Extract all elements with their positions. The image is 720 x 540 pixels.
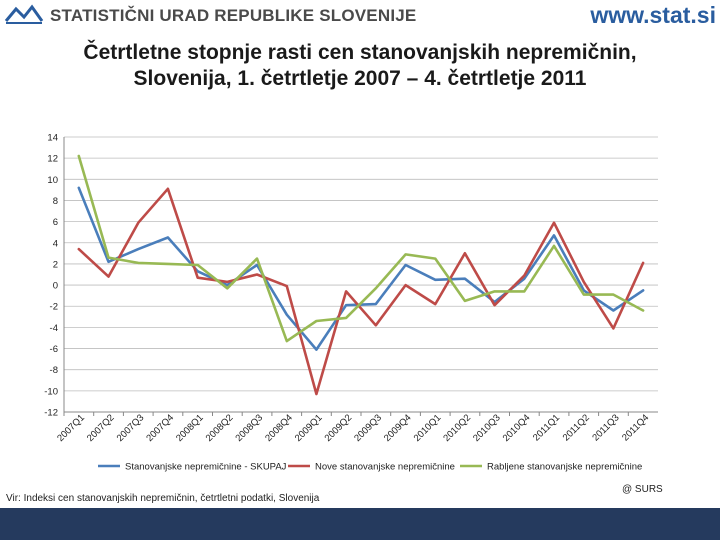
source-note: Vir: Indeksi cen stanovanjskih nepremičn… [6,493,320,504]
y-tick-label: 14 [47,133,58,144]
x-tick-label: 2007Q2 [85,412,117,444]
x-tick-label: 2010Q2 [441,412,473,444]
title-line-1: Četrtletne stopnje rasti cen stanovanjsk… [83,41,637,64]
legend-label-3: Rabljene stanovanjske nepremičnine [487,462,642,473]
x-tick-label: 2007Q1 [55,412,87,444]
y-tick-label: -10 [44,386,58,397]
x-tick-label: 2010Q3 [471,412,503,444]
x-tick-label: 2009Q4 [382,412,414,444]
x-tick-label: 2011Q3 [590,412,621,443]
footer-bar [0,508,720,540]
y-tick-label: 8 [53,196,58,207]
x-tick-label: 2010Q4 [501,412,533,444]
header: STATISTIČNI URAD REPUBLIKE SLOVENIJE www… [0,0,720,32]
surs-logo-icon [4,4,44,24]
x-tick-label: 2010Q1 [412,412,444,444]
x-tick-label: 2011Q2 [561,412,592,443]
series-line-1 [77,186,645,351]
x-tick-label: 2009Q3 [352,412,384,444]
y-tick-label: -6 [50,344,58,355]
x-tick-label: 2007Q3 [115,412,147,444]
y-tick-label: -4 [50,323,58,334]
legend-label-1: Stanovanjske nepremičnine - SKUPAJ [125,462,287,473]
site-url[interactable]: www.stat.si [590,2,716,28]
y-tick-label: 4 [53,238,58,249]
y-tick-label: -2 [50,302,58,313]
x-tick-label: 2011Q4 [620,412,651,443]
series-line-3 [77,154,645,343]
y-tick-label: 6 [53,217,58,228]
y-tick-label: 10 [47,175,58,186]
x-tick-label: 2009Q1 [293,412,325,444]
x-tick-label: 2008Q1 [174,412,206,444]
line-chart: 14121086420-2-4-6-8-10-122007Q12007Q2200… [44,133,658,473]
copyright: @ SURS [622,484,663,495]
x-tick-label: 2007Q4 [144,412,176,444]
y-tick-label: 12 [47,154,58,165]
page-title: Četrtletne stopnje rasti cen stanovanjsk… [0,40,720,92]
series-line-2 [77,187,645,396]
legend-label-2: Nove stanovanjske nepremičnine [315,462,455,473]
x-tick-label: 2008Q2 [204,412,236,444]
title-line-2: Slovenija, 1. četrtletje 2007 – 4. četrt… [133,67,587,90]
y-tick-label: -12 [44,408,58,419]
y-tick-label: 2 [53,259,58,270]
x-tick-label: 2011Q1 [531,412,562,443]
x-tick-label: 2009Q2 [323,412,355,444]
x-tick-label: 2008Q3 [233,412,265,444]
org-name: STATISTIČNI URAD REPUBLIKE SLOVENIJE [50,6,417,25]
y-tick-label: -8 [50,365,58,376]
x-tick-label: 2008Q4 [263,412,295,444]
y-tick-label: 0 [53,281,58,292]
